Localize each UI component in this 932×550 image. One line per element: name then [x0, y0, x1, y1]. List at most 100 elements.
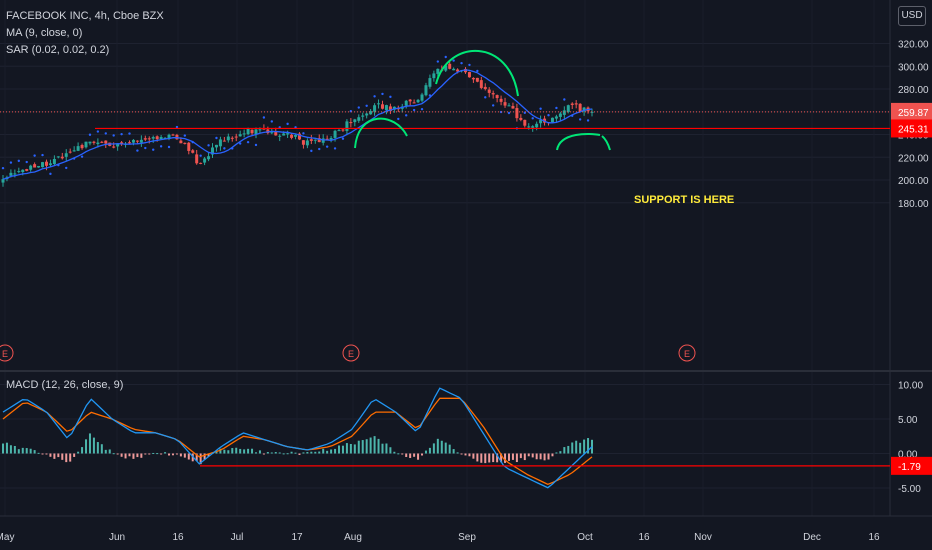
histogram-bar [409, 453, 412, 458]
candle-body [353, 119, 357, 123]
sar-dot [420, 107, 424, 111]
sar-dot [167, 145, 171, 149]
candle-body [507, 105, 511, 107]
histogram-bar [160, 453, 163, 455]
histogram-bar [243, 449, 246, 454]
earnings-marker-label: E [348, 349, 354, 359]
candle-body [64, 153, 68, 157]
time-axis-label: 16 [868, 532, 880, 543]
sar-dot [65, 166, 68, 170]
histogram-bar [322, 448, 325, 454]
candle-body [345, 121, 349, 131]
candle-body [211, 147, 215, 155]
sar-dot [144, 146, 147, 150]
histogram-bar [17, 449, 20, 454]
histogram-bar [37, 452, 40, 454]
histogram-bar [413, 453, 416, 457]
candle-body [392, 106, 396, 110]
price-tick-label: 300.00 [898, 62, 929, 73]
candle-body [238, 134, 242, 137]
histogram-bar [575, 440, 578, 454]
sar-dot [405, 114, 408, 117]
histogram-bar [523, 453, 526, 461]
candle-body [226, 136, 230, 141]
sar-dot [571, 114, 574, 118]
sar-dot [104, 132, 107, 135]
candle-body [68, 151, 72, 153]
histogram-bar [373, 436, 376, 454]
histogram-bar [341, 445, 344, 454]
histogram-bar [496, 453, 499, 463]
candle-body [325, 138, 329, 140]
histogram-bar [120, 453, 123, 457]
sar-dot [547, 113, 550, 117]
sar-dot [468, 63, 471, 67]
price-tick-label: 280.00 [898, 85, 929, 96]
currency-button[interactable]: USD [898, 6, 926, 26]
candle-body [13, 173, 17, 175]
histogram-bar [239, 448, 242, 454]
histogram-bar [57, 453, 60, 458]
time-axis-label: Jun [109, 532, 125, 543]
candle-body [131, 139, 135, 143]
histogram-bar [389, 447, 392, 454]
histogram-bar [468, 453, 471, 457]
candle-body [203, 158, 207, 163]
histogram-bar [270, 452, 273, 454]
histogram-bar [476, 453, 479, 462]
histogram-bar [183, 453, 186, 458]
sar-dot [41, 153, 44, 157]
candle-body [357, 117, 361, 121]
histogram-bar [148, 453, 151, 455]
moving-average-line [2, 69, 593, 180]
sar-dot [223, 147, 226, 150]
candle-body [72, 150, 76, 152]
candle-body [313, 139, 317, 141]
time-axis-label: Sep [458, 532, 476, 543]
histogram-bar [25, 448, 28, 454]
histogram-bar [29, 448, 32, 454]
earnings-marker-label: E [684, 349, 690, 359]
histogram-bar [144, 453, 147, 455]
histogram-bar [306, 452, 309, 454]
earnings-marker: E [678, 344, 696, 362]
candle-body [254, 129, 258, 135]
candle-body [570, 103, 574, 105]
candle-body [365, 113, 369, 116]
candle-body [274, 131, 278, 136]
candle-body [250, 129, 254, 134]
macd-value-label: -1.79 [898, 462, 921, 473]
histogram-bar [223, 449, 226, 454]
histogram-bar [326, 450, 329, 454]
sar-dot [397, 117, 400, 121]
candle-body [499, 98, 503, 102]
histogram-bar [563, 447, 566, 454]
time-axis-label: Aug [344, 532, 362, 543]
histogram-bar [81, 447, 84, 454]
histogram-bar [579, 442, 582, 454]
histogram-bar [100, 444, 103, 454]
histogram-bar [567, 445, 570, 454]
candle-body [112, 146, 116, 148]
candle-body [183, 142, 187, 144]
candle-body [9, 172, 13, 176]
sar-dot [428, 94, 432, 97]
candle-body [21, 169, 25, 173]
histogram-bar [282, 453, 285, 455]
sar-dot [199, 154, 202, 157]
candle-body [214, 144, 218, 148]
candle-body [195, 154, 199, 164]
histogram-bar [13, 445, 16, 454]
sar-dot [563, 98, 566, 101]
histogram-bar [168, 453, 171, 456]
histogram-bar [45, 453, 48, 455]
candle-body [258, 129, 262, 131]
candle-body [432, 73, 436, 79]
sar-dot [72, 157, 76, 160]
sar-dot [96, 130, 100, 133]
sar-dot [231, 147, 234, 150]
histogram-bar [452, 449, 455, 454]
candle-body [562, 110, 566, 115]
sar-dot [207, 144, 210, 147]
